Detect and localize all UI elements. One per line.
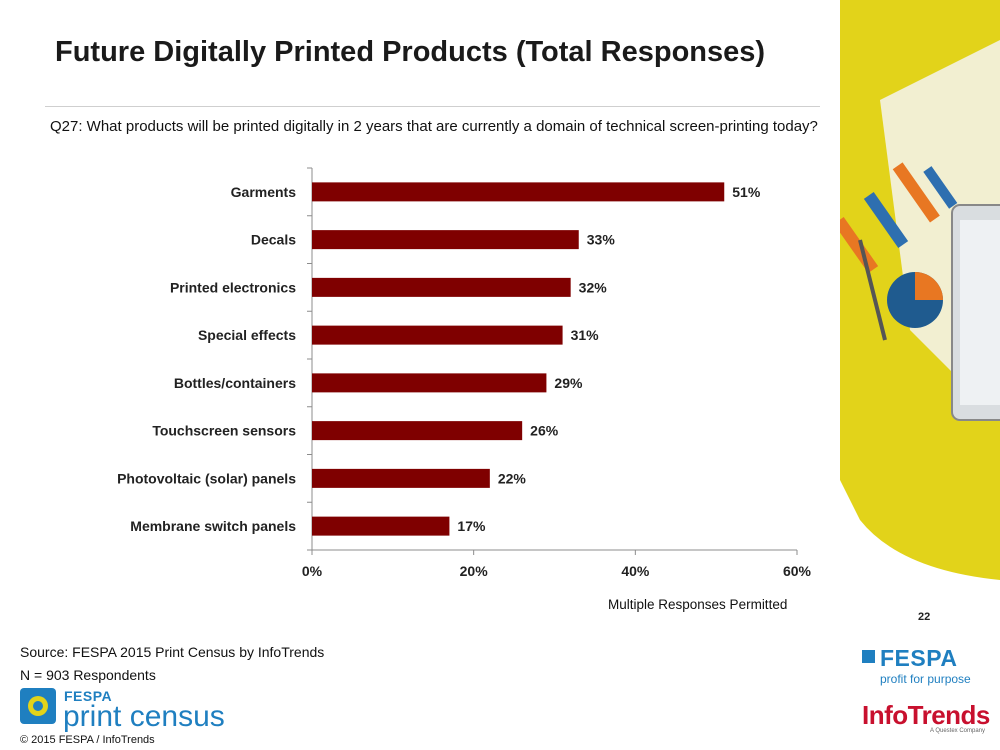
value-label: 29% <box>554 375 583 391</box>
bar <box>312 421 523 441</box>
fespa-logo-icon <box>862 650 875 663</box>
category-label: Printed electronics <box>170 279 296 295</box>
value-label: 26% <box>530 423 559 439</box>
value-label: 31% <box>571 327 600 343</box>
chart-note: Multiple Responses Permitted <box>608 597 788 612</box>
bar <box>312 325 563 345</box>
copyright-text: © 2015 FESPA / InfoTrends <box>20 734 155 746</box>
page-number: 22 <box>918 611 931 623</box>
bar <box>312 277 571 297</box>
print-census-logo-icon <box>20 688 56 724</box>
x-tick-label: 0% <box>302 563 323 579</box>
survey-question: Q27: What products will be printed digit… <box>50 118 818 135</box>
census-wordmark: print census <box>63 700 225 733</box>
x-tick-label: 60% <box>783 563 812 579</box>
category-label: Bottles/containers <box>174 375 296 391</box>
bar <box>312 468 490 488</box>
bar <box>312 516 450 536</box>
decorative-bar-graphic <box>840 162 958 274</box>
category-label: Photovoltaic (solar) panels <box>117 470 296 486</box>
census-brand-text: FESPA <box>64 688 113 704</box>
category-label: Garments <box>231 184 297 200</box>
title-divider <box>45 106 820 107</box>
fespa-tagline: profit for purpose <box>880 672 971 686</box>
value-label: 22% <box>498 470 527 486</box>
decorative-image <box>840 0 1000 580</box>
respondents-line: N = 903 Respondents <box>20 667 156 683</box>
bar <box>312 373 547 393</box>
category-label: Touchscreen sensors <box>152 423 296 439</box>
infotrends-wordmark: InfoTrends <box>862 700 990 730</box>
x-tick-label: 20% <box>460 563 489 579</box>
category-label: Decals <box>251 232 296 248</box>
category-label: Membrane switch panels <box>130 518 296 534</box>
fespa-wordmark: FESPA <box>880 645 958 671</box>
source-line: Source: FESPA 2015 Print Census by InfoT… <box>20 644 325 660</box>
x-tick-label: 40% <box>621 563 650 579</box>
value-label: 32% <box>579 279 608 295</box>
value-label: 17% <box>457 518 486 534</box>
value-label: 51% <box>732 184 761 200</box>
bar <box>312 182 725 202</box>
slide-title: Future Digitally Printed Products (Total… <box>55 36 766 68</box>
decorative-pen <box>858 239 887 341</box>
bar <box>312 230 579 250</box>
bar-chart: 0% 20% 40% 60% Garments 51% Decals 33% Printed e… <box>117 167 812 579</box>
infotrends-tagline: A Questex Company <box>930 728 986 734</box>
category-label: Special effects <box>198 327 296 343</box>
value-label: 33% <box>587 232 616 248</box>
